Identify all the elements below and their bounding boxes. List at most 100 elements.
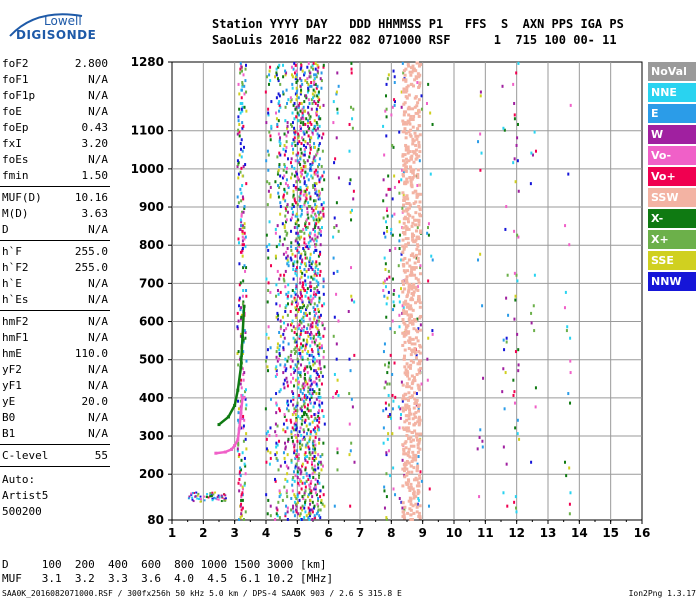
echo-dot: [240, 393, 243, 397]
echo-dot: [306, 495, 309, 499]
echo-dot: [387, 174, 390, 178]
echo-dot: [318, 134, 321, 138]
echo-dot: [296, 88, 299, 92]
echo-dot: [269, 456, 272, 460]
echo-dot: [275, 506, 278, 510]
ssw-echo: [402, 264, 406, 268]
echo-dot: [275, 117, 278, 121]
echo-dot: [277, 92, 280, 96]
echo-dot: [274, 227, 277, 231]
echo-dot: [512, 393, 515, 397]
ssw-echo: [414, 495, 418, 499]
echo-dot: [265, 277, 268, 281]
echo-dot: [565, 329, 568, 333]
ssw-echo: [407, 365, 411, 369]
legend-item-sse: SSE: [648, 251, 696, 270]
echo-dot: [243, 462, 246, 466]
echo-dot: [351, 126, 354, 130]
echo-dot: [311, 500, 314, 504]
ssw-echo: [405, 310, 409, 314]
echo-dot: [294, 77, 297, 81]
echo-dot: [239, 332, 242, 336]
echo-dot: [316, 290, 319, 294]
echo-dot: [289, 218, 292, 222]
echo-dot: [303, 248, 306, 252]
echo-dot: [332, 256, 335, 260]
echo-dot: [287, 409, 290, 413]
echo-dot: [517, 363, 520, 367]
echo-dot: [243, 84, 246, 88]
echo-dot: [303, 420, 306, 424]
ssw-echo: [414, 238, 418, 242]
echo-dot: [518, 437, 521, 441]
ssw-echo: [412, 201, 416, 205]
echo-dot: [309, 453, 312, 457]
trace-point: [223, 450, 227, 454]
echo-dot: [268, 130, 271, 134]
echo-dot: [304, 481, 307, 485]
echo-dot: [398, 426, 401, 430]
echo-dot: [307, 216, 310, 220]
ssw-echo: [406, 313, 410, 317]
echo-dot: [531, 153, 534, 157]
echo-dot: [317, 212, 320, 216]
echo-dot: [278, 109, 281, 113]
echo-dot: [569, 336, 572, 340]
ssw-echo: [402, 463, 406, 467]
echo-dot: [416, 80, 419, 84]
echo-dot: [307, 205, 310, 209]
ssw-echo: [415, 434, 419, 438]
ssw-echo: [406, 324, 410, 328]
echo-dot: [300, 329, 303, 333]
ssw-echo: [413, 105, 417, 109]
echo-dot: [308, 317, 311, 321]
echo-dot: [281, 243, 284, 247]
ssw-echo: [406, 206, 410, 210]
echo-dot: [302, 329, 305, 333]
ssw-echo: [401, 250, 405, 254]
echo-dot: [284, 514, 287, 518]
echo-dot: [270, 124, 273, 128]
echo-dot: [306, 371, 309, 375]
echo-dot: [267, 189, 270, 193]
echo-dot: [296, 111, 299, 115]
param-value: N/A: [88, 73, 108, 86]
ssw-echo: [406, 147, 410, 151]
echo-dot: [301, 397, 304, 401]
echo-dot: [305, 197, 308, 201]
param-separator: [0, 186, 110, 187]
echo-dot: [512, 161, 515, 165]
echo-dot: [275, 245, 278, 249]
echo-dot: [242, 351, 245, 355]
ssw-echo: [411, 69, 415, 73]
echo-dot: [515, 273, 518, 277]
echo-dot: [283, 226, 286, 230]
echo-dot: [400, 287, 403, 291]
echo-dot: [292, 506, 295, 510]
echo-dot: [240, 468, 243, 472]
echo-dot: [278, 235, 281, 239]
echo-dot: [314, 430, 317, 434]
echo-dot: [504, 227, 507, 231]
echo-dot: [284, 105, 287, 109]
echo-dot: [299, 330, 302, 334]
echo-dot: [312, 292, 315, 296]
echo-dot: [279, 143, 282, 147]
echo-dot: [239, 516, 242, 520]
echo-dot: [238, 470, 241, 474]
ssw-echo: [411, 293, 415, 297]
ssw-echo: [416, 438, 420, 442]
param-value: 1.50: [81, 169, 109, 182]
ssw-echo: [404, 148, 408, 152]
echo-dot: [315, 392, 318, 396]
echo-dot: [322, 214, 325, 218]
ssw-echo: [417, 140, 421, 144]
echo-dot: [287, 98, 290, 102]
echo-dot: [312, 306, 315, 310]
echo-dot: [312, 96, 315, 100]
echo-dot: [389, 474, 392, 478]
ssw-echo: [405, 275, 409, 279]
echo-dot: [303, 369, 306, 373]
echo-dot: [303, 491, 306, 495]
echo-dot: [308, 518, 311, 521]
